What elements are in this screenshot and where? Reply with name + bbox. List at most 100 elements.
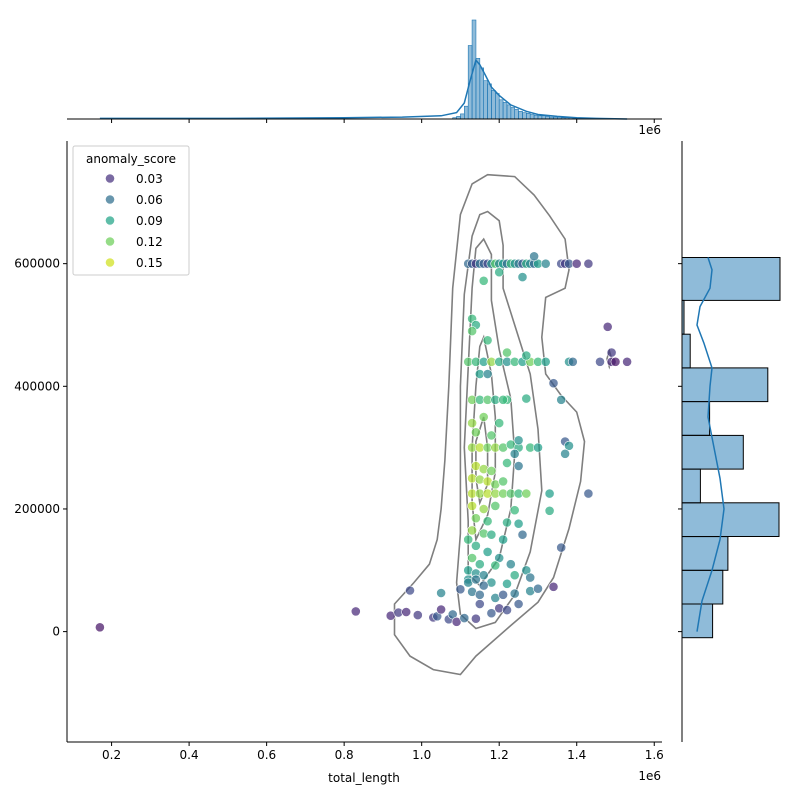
scatter-point (467, 525, 477, 536)
scatter-point (455, 584, 466, 595)
scatter-point (540, 356, 551, 367)
top-marginal-ticks (111, 119, 655, 123)
scatter-point (486, 430, 497, 441)
scatter-point (486, 608, 497, 619)
scatter-point (544, 488, 555, 499)
scatter-point (478, 412, 489, 422)
x-tick-label: 0.4 (180, 748, 199, 762)
scatter-point (548, 581, 559, 592)
scatter-point (610, 356, 621, 367)
scatter-point (482, 369, 493, 379)
right-kde-curve (696, 257, 725, 632)
top-histogram-bar (475, 57, 481, 120)
right-marginal-histogram (678, 141, 781, 742)
top-multiplier-label: 1e6 (638, 123, 661, 137)
y-tick-label: 400000 (14, 379, 60, 393)
x-tick-label: 0.2 (102, 748, 121, 762)
x-multiplier-label: 1e6 (638, 769, 661, 783)
scatter-point (478, 504, 489, 514)
top-histogram-bar (510, 107, 516, 120)
right-marginal-ticks (678, 263, 682, 633)
top-histogram-bar (526, 113, 531, 120)
scatter-point (498, 394, 508, 405)
scatter-point (595, 356, 605, 367)
scatter-point (513, 518, 524, 529)
scatter-point (525, 572, 536, 583)
x-tick-label: 1.6 (645, 748, 664, 762)
legend-marker (105, 257, 115, 268)
top-histogram-bar (491, 90, 496, 120)
legend: anomaly_score 0.03 0.06 0.09 0.12 0.15 (72, 145, 190, 276)
scatter-point (436, 604, 446, 615)
y-tick-label: 0 (52, 625, 60, 639)
legend-title: anomaly_score (86, 152, 176, 166)
scatter-point (521, 488, 532, 499)
scatter-point (502, 578, 512, 589)
y-tick-label: 200000 (14, 502, 60, 516)
scatter-point (467, 500, 477, 511)
x-tick-label: 1.0 (412, 748, 431, 762)
scatter-point (521, 393, 532, 404)
scatter-points (95, 251, 632, 633)
legend-label: 0.06 (136, 193, 163, 207)
x-tick-label: 1.4 (567, 748, 586, 762)
x-tick-label: 0.8 (335, 748, 354, 762)
legend-label: 0.15 (136, 256, 163, 270)
scatter-point (474, 589, 485, 600)
scatter-point (556, 542, 567, 553)
legend-label: 0.09 (136, 214, 163, 228)
scatter-point (412, 610, 423, 620)
right-histogram-bar (681, 257, 781, 301)
top-histogram-bar (495, 93, 500, 120)
scatter-point (350, 606, 361, 617)
scatter-point (509, 570, 520, 581)
scatter-point (498, 534, 508, 545)
scatter-point (540, 258, 551, 269)
legend-frame (72, 145, 190, 276)
top-histogram-bar (498, 99, 504, 120)
kde-contour-0 (393, 173, 586, 676)
scatter-point (482, 516, 493, 527)
scatter-point (459, 613, 470, 623)
scatter-point (513, 599, 524, 609)
scatter-point (622, 356, 632, 367)
legend-marker (105, 173, 115, 184)
legend-marker (105, 215, 115, 226)
scatter-point (513, 461, 524, 471)
x-axis-ticks: 0.2 0.4 0.6 0.8 1.0 1.2 1.4 1.6 (102, 742, 664, 762)
scatter-point (486, 529, 497, 540)
scatter-point (405, 585, 415, 596)
scatter-point (494, 418, 505, 428)
scatter-point (498, 476, 508, 487)
scatter-point (583, 488, 594, 499)
top-histogram-bar (487, 83, 492, 120)
scatter-point (502, 458, 512, 468)
scatter-point (509, 448, 520, 459)
scatter-point (470, 540, 481, 551)
top-histogram-bar (522, 112, 527, 120)
scatter-point (564, 440, 574, 451)
scatter-point (470, 427, 481, 438)
scatter-point (533, 442, 543, 453)
scatter-point (478, 570, 489, 581)
legend-label: 0.03 (136, 172, 163, 186)
scatter-point (482, 547, 493, 557)
right-histogram-bar (681, 367, 769, 403)
scatter-point (521, 350, 532, 361)
top-histogram-bar (514, 109, 519, 120)
x-axis-label: total_length (328, 771, 400, 785)
top-histogram-bar (533, 114, 539, 120)
scatter-point (95, 622, 105, 633)
scatter-point (571, 258, 582, 269)
main-scatter-axes: 0.2 0.4 0.6 0.8 1.0 1.2 1.4 1.6 0 200000 400000 60… (14, 141, 664, 785)
legend-marker (105, 194, 115, 205)
right-histogram-bar (681, 536, 729, 571)
x-tick-label: 1.2 (490, 748, 509, 762)
x-tick-label: 0.6 (257, 748, 276, 762)
right-histogram-bars (681, 257, 781, 639)
scatter-point (567, 356, 578, 367)
scatter-point (544, 505, 555, 516)
scatter-point (533, 583, 543, 594)
scatter-point (606, 347, 617, 358)
scatter-point (548, 378, 559, 389)
